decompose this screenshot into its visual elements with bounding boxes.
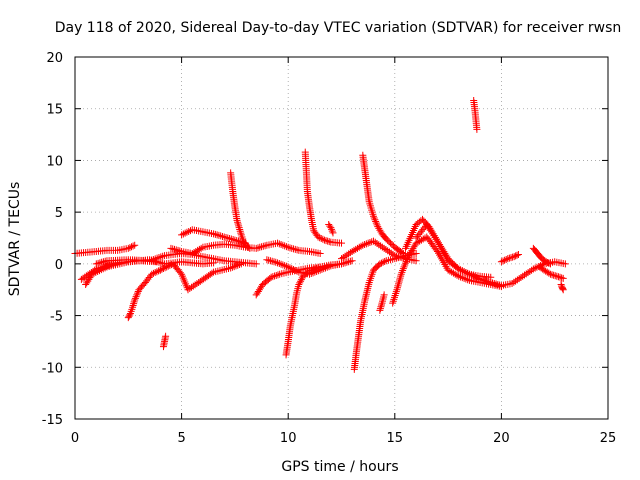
marker-trace [529, 244, 554, 268]
marker-trace [350, 250, 420, 373]
y-tick-label: 10 [46, 154, 63, 169]
y-tick-label: -15 [42, 413, 63, 428]
series-track-14 [301, 148, 345, 247]
series-track-28 [557, 281, 567, 294]
series-track-23 [470, 96, 481, 133]
marker-trace [178, 226, 250, 247]
marker-trace [301, 148, 345, 247]
marker-trace [156, 260, 245, 294]
marker-trace [359, 151, 407, 258]
y-tick-label: -5 [50, 310, 63, 325]
grid-lines [75, 57, 608, 419]
series-track-5 [124, 266, 164, 322]
series-track-26 [529, 244, 554, 268]
marker-trace [376, 291, 388, 314]
series-track-7 [159, 332, 170, 351]
series-track-8 [167, 239, 324, 258]
series-track-17 [350, 250, 420, 373]
x-tick-label: 15 [387, 431, 404, 446]
marker-trace [167, 239, 324, 258]
series-track-27 [536, 263, 567, 282]
marker-trace [71, 241, 139, 258]
series-track-6 [156, 260, 245, 294]
y-tick-label: -10 [42, 361, 63, 376]
chart-title: Day 118 of 2020, Sidereal Day-to-day VTE… [55, 20, 622, 36]
marker-trace [325, 221, 337, 237]
series-track-9 [178, 226, 250, 247]
x-tick-label: 25 [600, 431, 617, 446]
y-axis-label: SDTVAR / TECUs [7, 182, 23, 297]
series-track-25 [497, 251, 522, 266]
x-axis-label: GPS time / hours [281, 459, 398, 475]
x-tick-label: 10 [280, 431, 297, 446]
y-tick-label: 5 [55, 206, 63, 221]
series-track-13 [282, 260, 345, 359]
series-track-19 [376, 291, 388, 314]
x-tick-label: 20 [493, 431, 510, 446]
data-points [71, 96, 569, 373]
marker-trace [557, 281, 567, 294]
marker-trace [536, 263, 567, 282]
marker-trace [124, 266, 164, 322]
marker-trace [227, 169, 254, 252]
y-tick-label: 15 [46, 103, 63, 118]
series-track-15 [325, 221, 337, 237]
y-tick-label: 20 [46, 51, 63, 66]
marker-trace [470, 96, 481, 133]
marker-trace [497, 251, 522, 266]
y-tick-label: 0 [55, 258, 63, 273]
marker-trace [476, 258, 569, 290]
x-axis-ticks: 0 5 10 15 20 25 [71, 57, 616, 446]
plot-frame [74, 56, 609, 420]
series-track-18 [359, 151, 407, 258]
y-axis-ticks: -15 -10 -5 0 5 10 15 20 [42, 51, 608, 428]
series-track-24 [476, 258, 569, 290]
series-track-1 [71, 241, 139, 258]
x-tick-label: 0 [71, 431, 79, 446]
series-track-10 [227, 169, 254, 252]
marker-trace [282, 260, 345, 359]
marker-trace [159, 332, 170, 351]
x-tick-label: 5 [177, 431, 185, 446]
